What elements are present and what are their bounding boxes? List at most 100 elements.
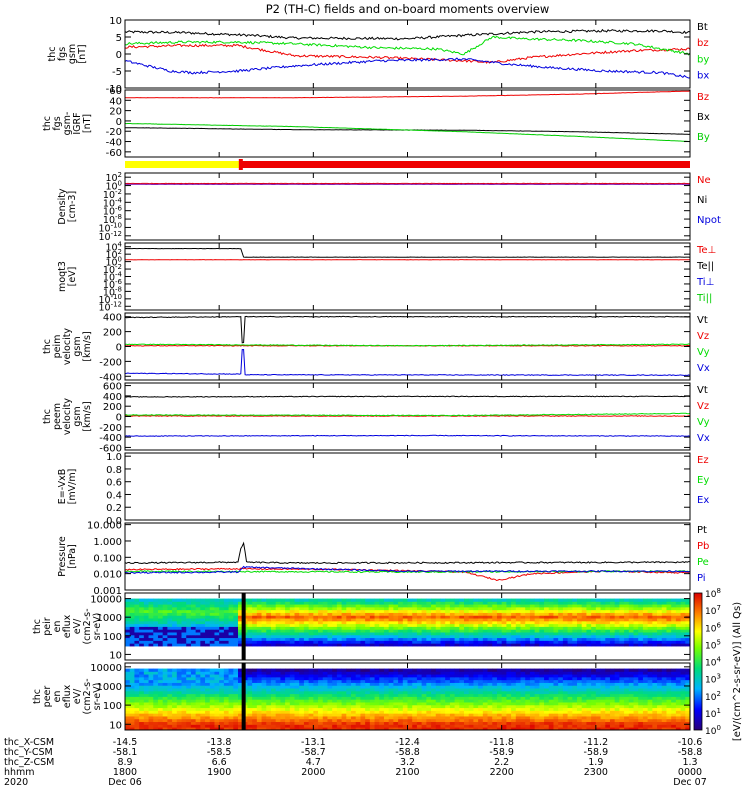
legend-Vy: Vy [697,417,710,428]
legend-by: by [697,54,709,65]
x-tick-value: -58.1 [113,747,138,758]
panel-fgs_gsm: 10 5 0 -5 -10 thc fgs gsm [nT] Bt bz by bx [47,16,709,95]
panel-frame [124,452,691,521]
colorbar-tick: 107 [705,604,721,617]
panel-frame [124,19,691,89]
legend-Ne: Ne [697,175,711,186]
y-tick-label: 1.0 [106,452,122,463]
y-tick-label: 400 [103,392,122,403]
y-tick-label: 10-2 [103,188,122,201]
y-axis-label: (cm2-s- [82,608,93,644]
series-Pt [125,541,690,565]
y-axis-label: thc [42,116,53,131]
y-axis-label: thc [32,619,43,634]
x-tick-value: 8.9 [117,757,132,768]
x-tick-value: 1900 [207,767,231,778]
y-axis-label: gsm [72,336,83,356]
y-tick-label: 10-4 [103,196,123,209]
x-tick-value: -11.8 [489,737,514,748]
x-tick-value: -58.8 [678,747,703,758]
x-row-label: thc_X-CSM [4,737,54,748]
colorbar-tick: 105 [705,638,721,651]
y-axis-label: fgs [52,116,63,130]
y-axis-label: Density [57,188,68,224]
y-tick-label: 10 [109,650,122,661]
legend-By: By [697,132,710,143]
panel-peir_eflux: 10000 1000 100 10 thc peir en eflux eV/(cm2-s-sr… [32,592,691,661]
x-tick-value: 1800 [113,767,137,778]
y-axis-label: [mV/m] [67,469,78,505]
colorbar-label: [eV/(cm^2-s-sr-eV)] (All Qs) [732,602,743,741]
y-tick-label: 10-6 [103,205,123,218]
series-bx [125,57,690,79]
y-tick-label: 10-12 [98,300,122,313]
mode-segment [125,161,241,168]
x-row-label: thc_Z-CSM [4,757,54,768]
y-tick-label: -20 [106,127,122,138]
y-tick-label: 10-10 [98,221,122,234]
y-axis-label: Pressure [57,536,68,577]
panel-efield: 1.0 0.8 0.60.4 0.2 0.0 E=-VxB [mV/m] Ez Ey Ex [57,452,709,527]
y-axis-label: eflux [62,684,73,708]
y-tick-label: -200 [99,357,122,368]
y-axis-label: peir [42,617,53,636]
data-gap-stripe [241,593,246,660]
y-axis-label: thc [47,47,58,62]
y-tick-label: 10-2 [103,263,122,276]
series-Pi [125,565,690,574]
legend-Pe: Pe [697,557,709,568]
y-tick-label: 10000 [90,663,122,674]
y-tick-label: 10-4 [103,271,123,284]
panel-frame [124,89,691,158]
panel-peer_eflux: 10000 1000 100 10 thc peer en eflux eV/(cm2-s-sr… [32,662,691,731]
x-tick-value: 2300 [584,767,608,778]
y-tick-label: -10 [106,84,122,95]
x-tick-value: 1.9 [588,757,603,768]
y-tick-label: 10-8 [103,285,122,298]
panel-frame [124,522,691,591]
y-axis-label: velocity [62,398,73,436]
y-tick-label: 1000 [97,682,122,693]
y-tick-label: -60 [106,148,122,159]
legend-Npot: Npot [697,215,721,226]
y-axis-label: [nT] [82,114,93,133]
y-tick-label: 5 [116,33,122,44]
legend-Pb: Pb [697,541,709,552]
y-axis-label: gsm- [62,112,73,136]
y-axis-label: [km/s] [82,331,93,361]
legend-Ti⊥: Ti⊥ [696,277,714,288]
series-Pb [125,567,690,582]
mode-marker [238,159,243,170]
y-axis-label: velocity [62,328,73,366]
colorbar-tick: 106 [705,621,721,634]
series-Ti [125,247,690,258]
y-axis-label: gsm [67,44,78,64]
legend-Bt: Bt [697,22,708,33]
y-tick-label: 100 [103,701,122,712]
y-axis-label: [nT] [77,44,88,63]
x-tick-value: 4.7 [306,757,321,768]
series-Bt [125,28,690,41]
y-tick-label: 20 [109,107,122,118]
y-tick-label: 0.2 [106,503,122,514]
x-row-label: thc_Y-CSM [4,747,53,758]
legend-Pi: Pi [697,573,706,584]
legend-Vy: Vy [697,347,710,358]
y-tick-label: 102 [105,171,122,184]
series-Vt [125,315,690,344]
x-tick-value: -10.6 [678,737,703,748]
legend-Vt: Vt [697,315,708,326]
x-tick-value: -11.2 [584,737,609,748]
legend-bz: bz [697,38,709,49]
x-tick-value: 1.3 [682,757,697,768]
y-axis-label: sr-eV) [92,613,103,641]
y-axis-label: moqt3 [57,261,68,292]
legend-Vx: Vx [697,363,710,374]
y-tick-label: 1000 [97,613,122,624]
legend-Te||: Te|| [696,261,714,272]
legend-Bx: Bx [697,112,710,123]
y-tick-label: 10 [109,720,122,731]
